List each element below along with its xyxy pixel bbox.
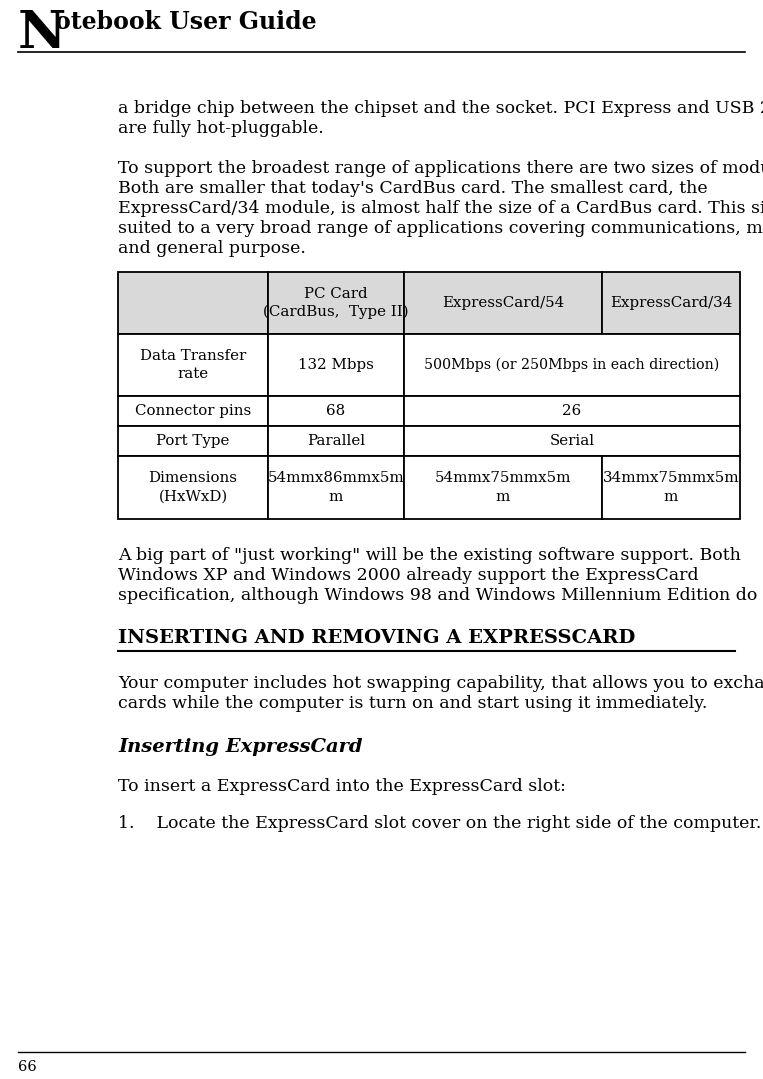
Bar: [404, 334, 740, 396]
Text: A big part of "just working" will be the existing software support. Both: A big part of "just working" will be the…: [118, 547, 741, 564]
Text: 26: 26: [562, 404, 581, 418]
Bar: [118, 272, 268, 334]
Text: PC Card
(CardBus,  Type II): PC Card (CardBus, Type II): [263, 287, 409, 319]
Text: To insert a ExpressCard into the ExpressCard slot:: To insert a ExpressCard into the Express…: [118, 778, 566, 795]
Bar: [118, 426, 268, 456]
Text: Your computer includes hot swapping capability, that allows you to exchange: Your computer includes hot swapping capa…: [118, 675, 763, 692]
Text: and general purpose.: and general purpose.: [118, 240, 306, 257]
Text: 1.    Locate the ExpressCard slot cover on the right side of the computer.: 1. Locate the ExpressCard slot cover on …: [118, 815, 761, 832]
Text: N: N: [18, 8, 66, 59]
Text: otebook User Guide: otebook User Guide: [55, 10, 317, 35]
Text: Connector pins: Connector pins: [135, 404, 251, 418]
Text: 68: 68: [327, 404, 346, 418]
Text: Windows XP and Windows 2000 already support the ExpressCard: Windows XP and Windows 2000 already supp…: [118, 566, 699, 584]
Text: 66: 66: [18, 1060, 37, 1074]
Text: suited to a very broad range of applications covering communications, media,: suited to a very broad range of applicat…: [118, 220, 763, 237]
Text: 54mmx75mmx5m
m: 54mmx75mmx5m m: [435, 472, 571, 504]
Text: INSERTING AND REMOVING A EXPRESSCARD: INSERTING AND REMOVING A EXPRESSCARD: [118, 629, 636, 647]
Bar: [404, 396, 740, 426]
Text: To support the broadest range of applications there are two sizes of module.: To support the broadest range of applica…: [118, 160, 763, 177]
Text: ExpressCard/34: ExpressCard/34: [610, 296, 732, 310]
Text: Port Type: Port Type: [156, 434, 230, 448]
Text: specification, although Windows 98 and Windows Millennium Edition do not.: specification, although Windows 98 and W…: [118, 587, 763, 604]
Bar: [118, 334, 268, 396]
Text: Both are smaller that today's CardBus card. The smallest card, the: Both are smaller that today's CardBus ca…: [118, 180, 707, 197]
Text: cards while the computer is turn on and start using it immediately.: cards while the computer is turn on and …: [118, 695, 707, 712]
Bar: [118, 456, 268, 519]
Bar: [118, 396, 268, 426]
Text: ExpressCard/34 module, is almost half the size of a CardBus card. This size is: ExpressCard/34 module, is almost half th…: [118, 200, 763, 217]
Text: Data Transfer
rate: Data Transfer rate: [140, 349, 246, 381]
Bar: [268, 272, 404, 334]
Text: a bridge chip between the chipset and the socket. PCI Express and USB 2.0: a bridge chip between the chipset and th…: [118, 100, 763, 117]
Text: 132 Mbps: 132 Mbps: [298, 358, 374, 372]
Text: Serial: Serial: [549, 434, 594, 448]
Text: are fully hot-pluggable.: are fully hot-pluggable.: [118, 120, 324, 137]
Bar: [268, 426, 404, 456]
Text: 500Mbps (or 250Mbps in each direction): 500Mbps (or 250Mbps in each direction): [424, 358, 720, 372]
Bar: [268, 396, 404, 426]
Bar: [268, 456, 404, 519]
Bar: [602, 272, 740, 334]
Bar: [404, 456, 602, 519]
Bar: [602, 456, 740, 519]
Bar: [404, 426, 740, 456]
Bar: [404, 272, 602, 334]
Bar: [268, 334, 404, 396]
Text: Parallel: Parallel: [307, 434, 365, 448]
Text: 34mmx75mmx5m
m: 34mmx75mmx5m m: [603, 472, 739, 504]
Text: Inserting ExpressCard: Inserting ExpressCard: [118, 738, 362, 756]
Text: ExpressCard/54: ExpressCard/54: [442, 296, 564, 310]
Text: Dimensions
(HxWxD): Dimensions (HxWxD): [149, 472, 237, 504]
Text: 54mmx86mmx5m
m: 54mmx86mmx5m m: [268, 472, 404, 504]
